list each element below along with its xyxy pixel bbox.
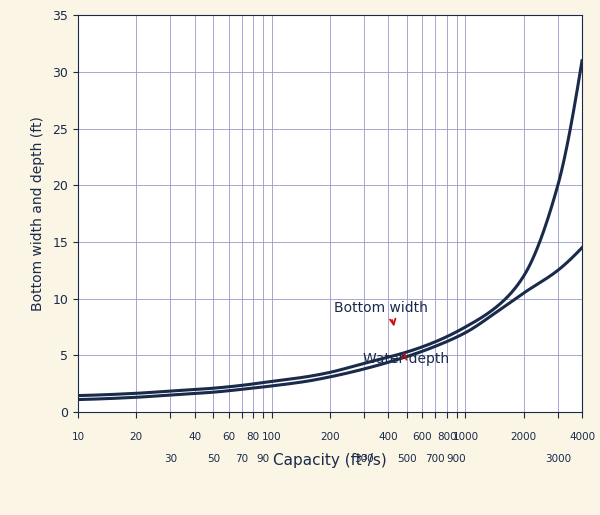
Text: 800: 800 — [437, 432, 457, 442]
Text: 20: 20 — [130, 432, 143, 442]
Text: Water depth: Water depth — [362, 352, 449, 366]
Text: 400: 400 — [379, 432, 398, 442]
Text: 300: 300 — [354, 454, 374, 464]
Text: 4000: 4000 — [569, 432, 595, 442]
Text: Bottom width: Bottom width — [334, 301, 428, 324]
Text: 10: 10 — [71, 432, 85, 442]
Text: 100: 100 — [262, 432, 281, 442]
Text: 600: 600 — [413, 432, 432, 442]
Text: 40: 40 — [188, 432, 201, 442]
Text: 500: 500 — [397, 454, 417, 464]
Text: 30: 30 — [164, 454, 177, 464]
Text: 90: 90 — [256, 454, 269, 464]
Text: 900: 900 — [447, 454, 466, 464]
Text: 1000: 1000 — [452, 432, 478, 442]
Text: 80: 80 — [247, 432, 259, 442]
Text: 200: 200 — [320, 432, 340, 442]
X-axis label: Capacity (ft³/s): Capacity (ft³/s) — [273, 453, 387, 468]
Y-axis label: Bottom width and depth (ft): Bottom width and depth (ft) — [31, 116, 46, 311]
Text: 70: 70 — [235, 454, 248, 464]
Text: 60: 60 — [222, 432, 235, 442]
Text: 700: 700 — [425, 454, 445, 464]
Text: 3000: 3000 — [545, 454, 571, 464]
Text: 50: 50 — [207, 454, 220, 464]
Text: 2000: 2000 — [511, 432, 537, 442]
